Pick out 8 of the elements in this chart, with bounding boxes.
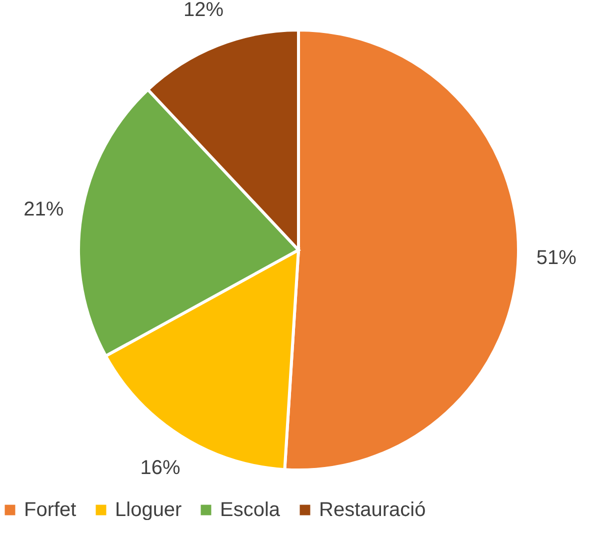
data-label: 21% — [24, 198, 64, 221]
data-label: 12% — [184, 0, 224, 22]
legend-label: Restauració — [319, 499, 426, 521]
data-label: 51% — [536, 247, 577, 270]
legend-label: Forfet — [24, 499, 77, 521]
legend-label: Lloguer — [115, 499, 182, 521]
data-label: 16% — [140, 456, 180, 479]
legend-label: Escola — [220, 499, 281, 521]
